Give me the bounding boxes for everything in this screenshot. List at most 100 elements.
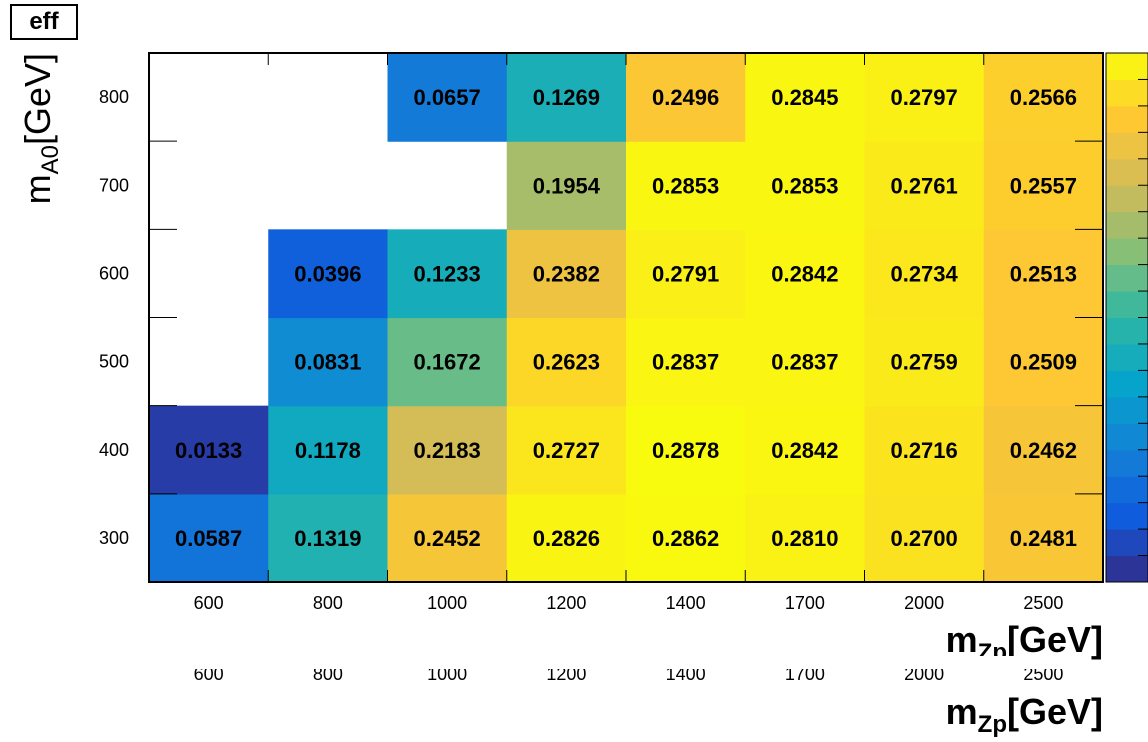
heatmap-cell (983, 493, 1104, 583)
cell-value-label: 0.2496 (652, 85, 719, 110)
cell-value-label: 0.1233 (413, 261, 480, 286)
heatmap-cell (745, 405, 866, 495)
cell-value-label: 0.2557 (1010, 173, 1077, 198)
heatmap-cell (387, 229, 508, 319)
heatmap-cell (506, 405, 627, 495)
heatmap-cell (626, 141, 746, 230)
x-tick-label: 1700 (785, 593, 825, 613)
heatmap-cell (626, 493, 746, 583)
heatmap-cell (387, 405, 508, 495)
heatmap-cell (387, 317, 508, 407)
x-tick-label: 1000 (427, 593, 467, 613)
colorbar-frame (1105, 52, 1148, 583)
colorbar-swatch (1106, 423, 1148, 451)
heatmap-cell (149, 405, 269, 495)
cell-value-label: 0.1954 (533, 173, 601, 198)
cell-value-label: 0.2826 (533, 526, 600, 551)
x-tick-label: 800 (313, 593, 343, 613)
y-tick-label: 600 (99, 263, 129, 283)
heatmap-cell (626, 405, 746, 495)
heatmap-cells: 0.0587 0.1319 0.2452 0.2826 0.2862 0.2810 0.27… (149, 53, 1104, 583)
cell-value-label: 0.2759 (890, 350, 957, 375)
cell-value-label: 0.2810 (771, 526, 838, 551)
colorbar-swatch (1106, 502, 1148, 530)
y-tick-label: 800 (99, 87, 129, 107)
cell-value-label: 0.2734 (890, 261, 958, 286)
y-axis-title: mA0[GeV] (17, 53, 64, 204)
colorbar-swatch (1106, 291, 1148, 318)
cell-value-label: 0.2837 (771, 350, 838, 375)
heatmap-cell (983, 53, 1104, 142)
colorbar-swatch (1106, 132, 1148, 160)
heatmap-cell (864, 141, 985, 230)
heatmap-cell (626, 229, 746, 319)
cell-value-label: 0.2727 (533, 438, 600, 463)
heatmap-cell (864, 493, 985, 583)
cell-value-label: 0.2842 (771, 261, 838, 286)
x-tick-label: 1400 (666, 593, 706, 613)
colorbar-swatch (1106, 529, 1148, 557)
heatmap-cell (506, 141, 627, 230)
cell-value-label: 0.2452 (413, 526, 480, 551)
cell-value-label: 0.1178 (295, 438, 361, 463)
colorbar-swatch (1106, 211, 1148, 239)
cell-value-label: 0.2382 (533, 261, 600, 286)
heatmap-cell (983, 141, 1104, 230)
colorbar-swatch (1106, 370, 1148, 398)
cell-value-label: 0.1269 (533, 85, 600, 110)
colorbar-swatch (1106, 476, 1148, 504)
heatmap-cell (268, 317, 389, 407)
heatmap-cell (983, 405, 1104, 495)
cell-value-label: 0.2183 (413, 438, 480, 463)
heatmap-cell (387, 53, 508, 142)
colorbar-swatch (1106, 449, 1148, 477)
heatmap-cell (864, 53, 985, 142)
heatmap-cell (506, 493, 627, 583)
colorbar-swatch (1106, 396, 1148, 424)
x-tick-label: 2000 (904, 593, 944, 613)
y-tick-label: 300 (99, 528, 129, 548)
cell-value-label: 0.2509 (1010, 350, 1077, 375)
heatmap-cell (506, 317, 627, 407)
x-tick-label: 600 (194, 593, 224, 613)
cell-value-label: 0.1672 (413, 350, 480, 375)
heatmap-cell (268, 493, 389, 583)
overlap-mask (140, 656, 1080, 669)
y-tick-label: 500 (99, 352, 129, 372)
x-tick-label: 2500 (1023, 593, 1063, 613)
colorbar-swatch (1106, 105, 1148, 133)
cell-value-label: 0.2878 (652, 438, 719, 463)
cell-value-label: 0.2845 (771, 85, 838, 110)
cell-value-label: 0.2791 (652, 261, 719, 286)
heatmap-cell (745, 229, 866, 319)
cell-value-label: 0.2481 (1010, 526, 1077, 551)
cell-value-label: 0.2837 (652, 350, 719, 375)
histogram-title: eff (10, 4, 78, 40)
cell-value-label: 0.0587 (175, 526, 242, 551)
heatmap-cell (268, 229, 389, 319)
cell-value-label: 0.2566 (1010, 85, 1077, 110)
heatmap-cell (149, 493, 269, 583)
y-tick-label: 400 (99, 440, 129, 460)
heatmap-cell (864, 405, 985, 495)
cell-value-label: 0.2797 (890, 85, 957, 110)
x-axis-title-duplicate: mZp[GeV] (946, 691, 1103, 738)
heatmap-cell (864, 317, 985, 407)
heatmap-cell (268, 405, 389, 495)
cell-value-label: 0.2842 (771, 438, 838, 463)
cell-value-label: 0.2623 (533, 350, 600, 375)
colorbar-swatch (1106, 343, 1148, 371)
colorbar-swatch (1106, 555, 1148, 583)
colorbar-swatch (1106, 317, 1148, 345)
colorbar-swatch (1106, 79, 1148, 107)
heatmap-cell (745, 141, 866, 230)
cell-value-label: 0.1319 (294, 526, 361, 551)
cell-value-label: 0.2761 (890, 173, 957, 198)
cell-value-label: 0.0657 (413, 85, 480, 110)
x-tick-label: 1200 (546, 593, 586, 613)
cell-value-label: 0.2853 (771, 173, 838, 198)
heatmap-cell (745, 53, 866, 142)
colorbar-swatch (1106, 158, 1148, 186)
cell-value-label: 0.2513 (1010, 261, 1077, 286)
